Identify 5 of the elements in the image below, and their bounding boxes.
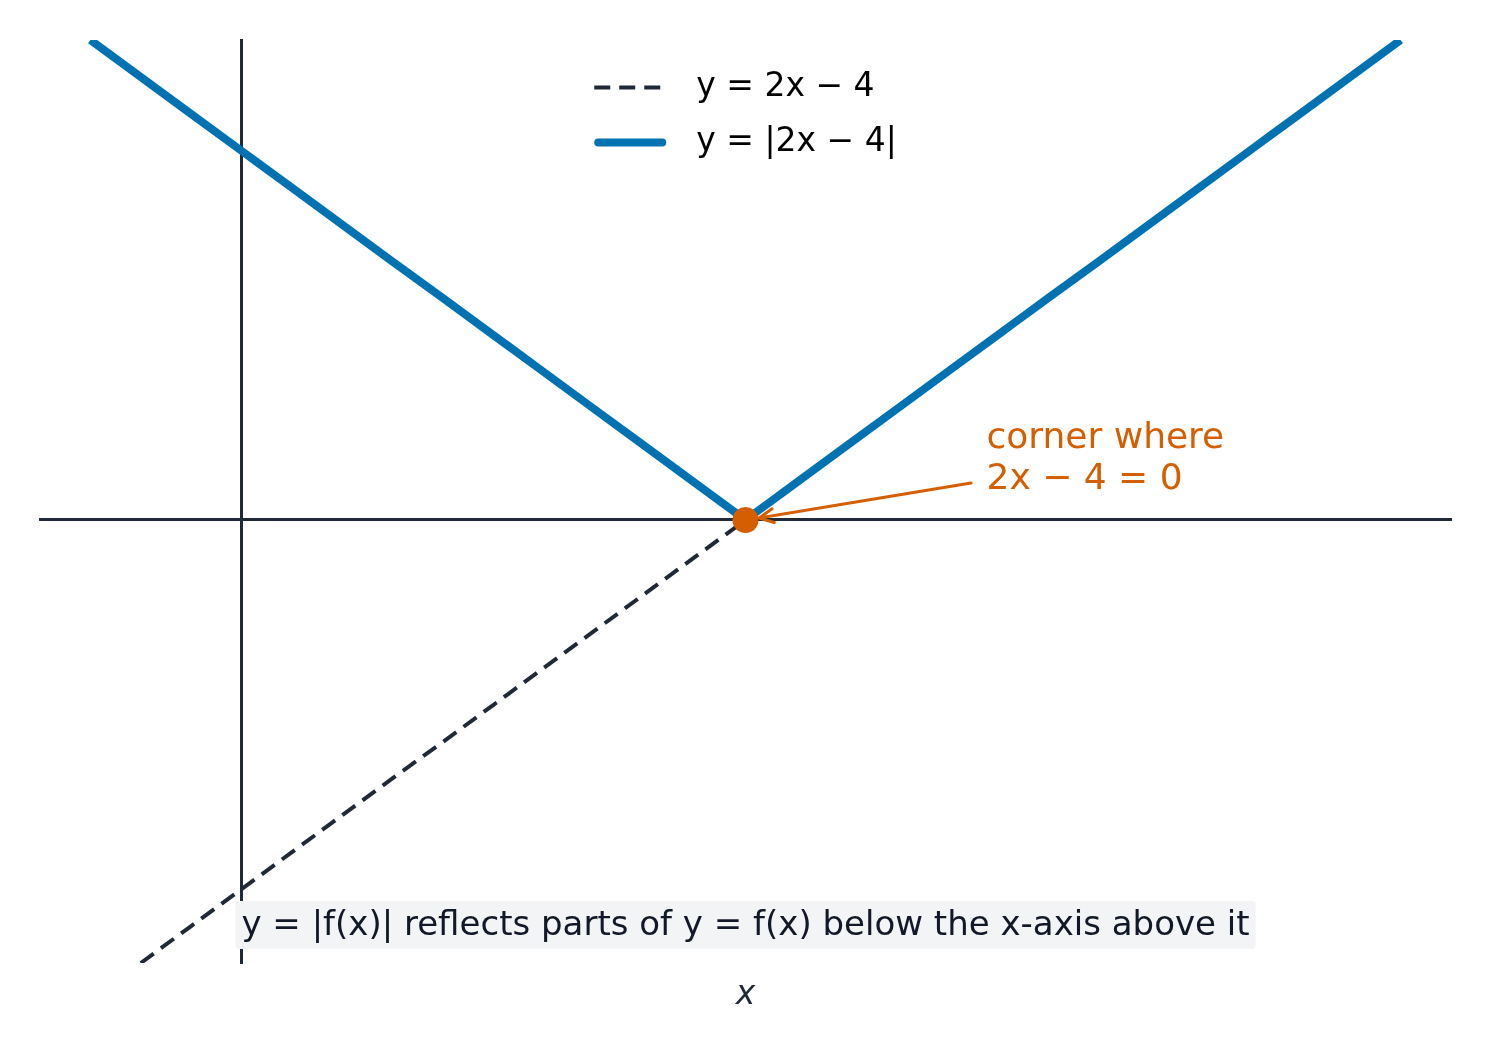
legend-label: y = 2x − 4 xyxy=(696,65,875,105)
annotation: y = |f(x)| reflects parts of y = f(x) below the x-axis above it xyxy=(241,902,1250,943)
annotation: corner where 2x − 4 = 0 xyxy=(986,414,1225,497)
x-axis-title: x xyxy=(734,972,756,1012)
legend-label: y = |2x − 4| xyxy=(696,120,897,160)
